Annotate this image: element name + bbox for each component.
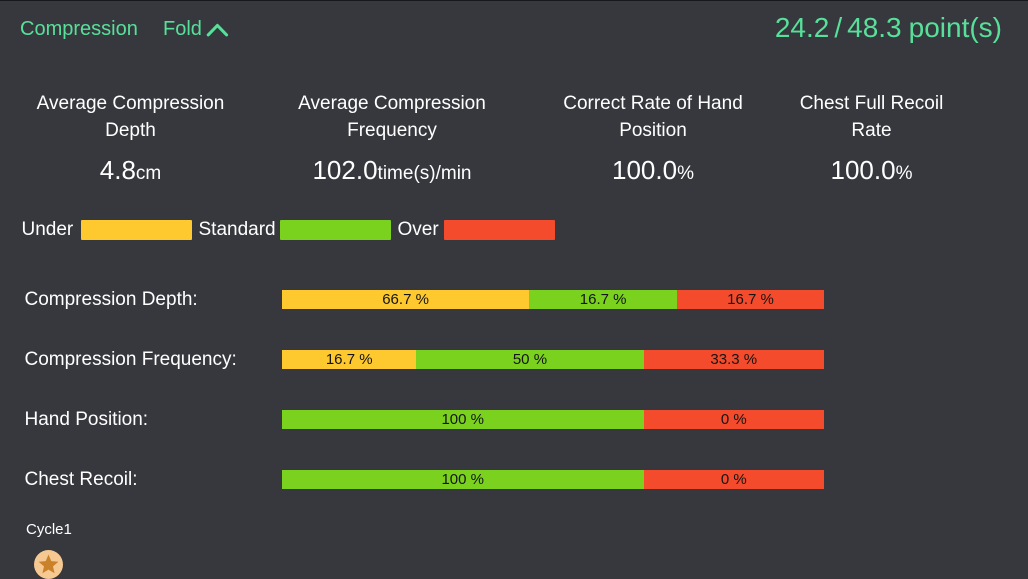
- bar-segment-over: 0 %: [643, 470, 824, 489]
- score-separator: /: [834, 12, 843, 43]
- bar-segment-over: 33.3 %: [643, 350, 824, 369]
- cycle-label: Cycle1: [26, 520, 72, 538]
- stat-value: 100.0: [830, 155, 896, 185]
- stat-label: Chest Full Recoil Rate: [799, 93, 944, 141]
- bar-segment-standard: 100 %: [282, 470, 644, 489]
- bar-segment-standard: 16.7 %: [529, 290, 678, 309]
- score-display: 24.2/48.3 point(s): [775, 14, 1002, 42]
- chest-recoil-bar: 100 % 0 %: [282, 470, 824, 489]
- legend-label-standard: Standard: [198, 218, 276, 240]
- stat-value: 100.0: [612, 155, 678, 185]
- section-title: Compression: [20, 18, 138, 40]
- bar-segment-under: 16.7 %: [282, 350, 417, 369]
- stat-average-compression-depth: Average Compression Depth 4.8cm: [37, 91, 225, 187]
- bar-segment-standard: 50 %: [416, 350, 644, 369]
- bar-segment-over: 16.7 %: [677, 290, 824, 309]
- stat-average-compression-frequency: Average Compression Frequency 102.0time(…: [298, 91, 486, 187]
- bar-segment-standard: 100 %: [282, 410, 644, 429]
- top-border-line: [0, 0, 1028, 1]
- cycle-star-badge[interactable]: [34, 550, 63, 579]
- score-total: 48.3: [847, 12, 902, 43]
- hand-position-bar: 100 % 0 %: [282, 410, 824, 429]
- legend-swatch-over: [443, 219, 555, 240]
- stat-value: 102.0: [312, 155, 378, 185]
- stat-correct-rate-of-hand-position: Correct Rate of Hand Position 100.0%: [563, 91, 743, 187]
- star-icon: [38, 554, 59, 574]
- row-label-compression-depth: Compression Depth:: [24, 289, 198, 310]
- row-label-hand-position: Hand Position:: [24, 409, 149, 430]
- stat-unit: %: [677, 163, 694, 184]
- stat-value-row: 102.0time(s)/min: [298, 157, 486, 187]
- stat-label: Correct Rate of Hand Position: [563, 93, 743, 141]
- legend-label-over: Over: [397, 218, 439, 240]
- stat-value-row: 100.0%: [800, 157, 944, 187]
- stat-unit: cm: [135, 163, 162, 184]
- stat-chest-full-recoil-rate: Chest Full Recoil Rate 100.0%: [800, 91, 944, 187]
- stat-value-row: 4.8cm: [37, 157, 225, 187]
- stat-label: Average Compression Depth: [36, 93, 225, 141]
- stat-label: Average Compression Frequency: [298, 93, 486, 141]
- legend-swatch-standard: [279, 219, 391, 240]
- compression-depth-bar: 66.7 % 16.7 % 16.7 %: [282, 290, 824, 309]
- compression-frequency-bar: 16.7 % 50 % 33.3 %: [282, 350, 824, 369]
- score-achieved: 24.2: [774, 12, 830, 43]
- chevron-up-icon[interactable]: [206, 23, 229, 37]
- stat-unit: %: [895, 163, 913, 184]
- legend-swatch-under: [81, 219, 193, 240]
- bar-segment-over: 0 %: [643, 410, 824, 429]
- legend-label-under: Under: [21, 218, 74, 240]
- stat-value-row: 100.0%: [563, 157, 743, 187]
- score-unit: point(s): [908, 12, 1002, 43]
- row-label-chest-recoil: Chest Recoil:: [24, 469, 138, 490]
- bar-segment-under: 66.7 %: [282, 290, 530, 309]
- row-label-compression-frequency: Compression Frequency:: [24, 349, 237, 370]
- fold-button[interactable]: Fold: [163, 18, 202, 40]
- stat-unit: time(s)/min: [377, 163, 472, 184]
- stat-value: 4.8: [99, 155, 136, 185]
